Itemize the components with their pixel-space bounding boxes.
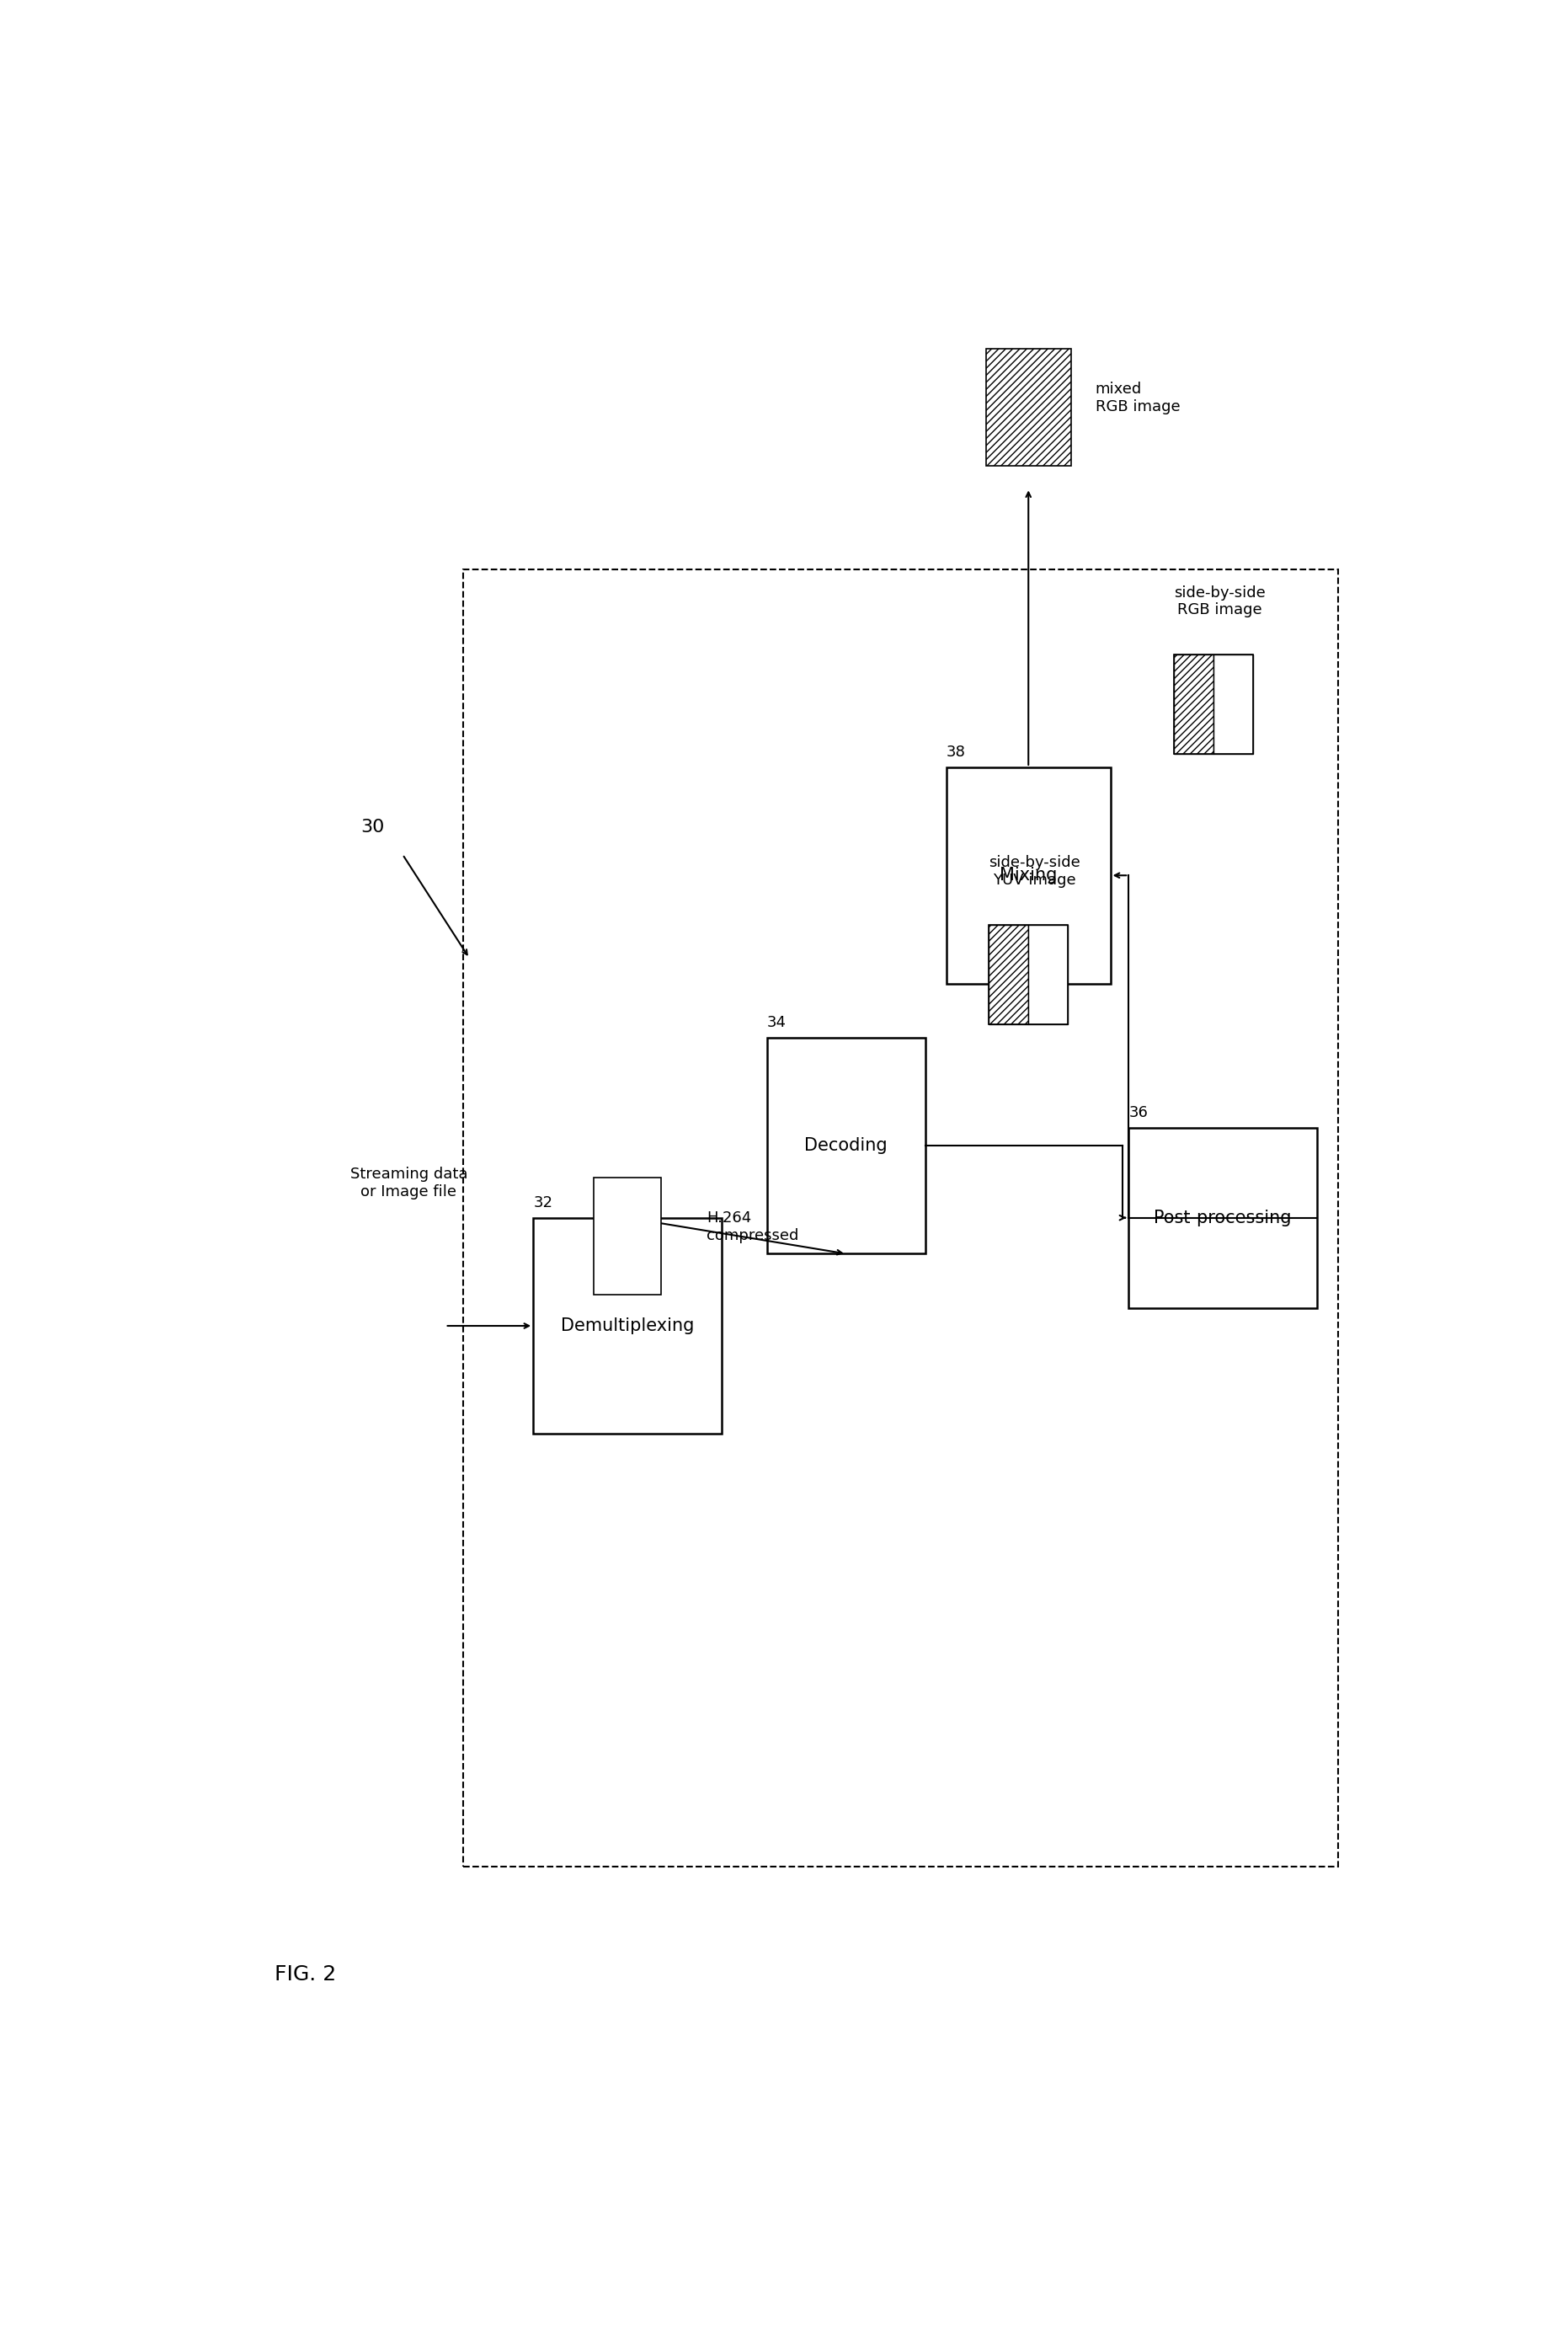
Text: Streaming data
or Image file: Streaming data or Image file — [350, 1168, 467, 1200]
Bar — [594, 1177, 660, 1294]
Bar — [1129, 1128, 1317, 1308]
Bar — [767, 1037, 925, 1254]
Text: Mixing: Mixing — [1000, 868, 1057, 885]
Bar — [533, 1217, 721, 1434]
Text: side-by-side
YUV image: side-by-side YUV image — [989, 856, 1080, 887]
Text: 32: 32 — [533, 1196, 552, 1210]
Text: side-by-side
RGB image: side-by-side RGB image — [1174, 585, 1265, 618]
Bar — [1029, 924, 1068, 1025]
Text: H.264
compressed: H.264 compressed — [706, 1210, 798, 1243]
Text: mixed
RGB image: mixed RGB image — [1096, 381, 1181, 414]
Text: 38: 38 — [947, 744, 966, 760]
Text: 30: 30 — [361, 819, 384, 835]
Text: FIG. 2: FIG. 2 — [274, 1963, 336, 1984]
Text: 36: 36 — [1129, 1104, 1148, 1121]
Bar — [464, 569, 1338, 1867]
Bar — [1214, 655, 1253, 753]
Bar — [947, 768, 1110, 983]
Text: Demultiplexing: Demultiplexing — [561, 1317, 695, 1334]
Text: Decoding: Decoding — [804, 1137, 887, 1154]
Bar — [989, 924, 1029, 1025]
Text: Post-processing: Post-processing — [1154, 1210, 1292, 1226]
Bar — [986, 349, 1071, 466]
Text: 34: 34 — [767, 1016, 787, 1030]
Bar — [989, 924, 1068, 1025]
Bar — [1174, 655, 1214, 753]
Bar — [1174, 655, 1253, 753]
